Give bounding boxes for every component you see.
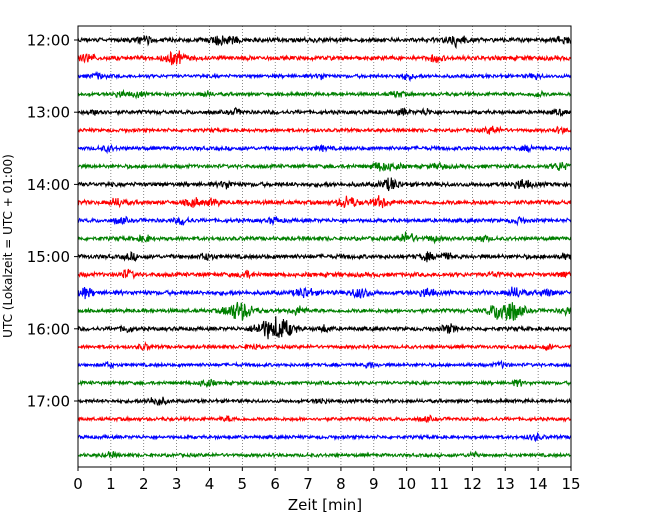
trace-14:45 — [77, 231, 572, 245]
trace-15:00 — [77, 251, 572, 263]
x-tick-label-10: 10 — [397, 475, 416, 493]
y-tick-label: 14:00 — [27, 176, 70, 194]
trace-13:45 — [77, 161, 572, 172]
x-tick-label-1: 1 — [106, 475, 116, 493]
x-tick-label-0: 0 — [73, 475, 83, 493]
x-tick-label-5: 5 — [238, 475, 248, 493]
x-tick-label-11: 11 — [430, 475, 449, 493]
x-tick-label-9: 9 — [369, 475, 379, 493]
trace-16:00 — [77, 316, 572, 340]
y-axis-label: UTC (Lokalzeit = UTC + 01:00) — [1, 154, 15, 338]
y-tick-label: 17:00 — [27, 393, 70, 411]
trace-16:45 — [77, 378, 572, 389]
trace-14:00 — [77, 177, 572, 192]
trace-17:15 — [77, 414, 572, 424]
trace-13:15 — [77, 125, 572, 136]
x-tick-label-3: 3 — [172, 475, 182, 493]
y-tick-label: 16:00 — [27, 320, 70, 338]
y-tick-label: 13:00 — [27, 104, 70, 122]
trace-12:00 — [77, 35, 572, 50]
trace-14:30 — [77, 215, 572, 227]
trace-15:30 — [77, 286, 572, 300]
trace-12:15 — [77, 50, 572, 66]
x-tick-label-6: 6 — [270, 475, 280, 493]
x-tick-label-8: 8 — [336, 475, 346, 493]
y-axis-ticks: 12:00 13:00 14:00 15:00 16:00 17:00 — [27, 32, 78, 411]
x-axis-ticks: 0 1 2 3 4 5 6 7 8 9 10 11 12 13 14 15 — [73, 467, 581, 493]
trace-15:45 — [77, 301, 572, 322]
trace-17:30 — [77, 432, 572, 443]
trace-12:30 — [77, 70, 572, 82]
y-tick-label: 15:00 — [27, 248, 70, 266]
x-tick-label-13: 13 — [496, 475, 515, 493]
x-tick-label-2: 2 — [139, 475, 149, 493]
x-tick-label-7: 7 — [303, 475, 313, 493]
y-tick-label: 12:00 — [27, 32, 70, 50]
trace-13:00 — [77, 106, 572, 118]
trace-14:15 — [77, 195, 572, 209]
x-tick-label-4: 4 — [205, 475, 215, 493]
x-tick-label-15: 15 — [561, 475, 580, 493]
seismic-traces — [77, 35, 572, 459]
plot-frame — [77, 25, 572, 468]
x-tick-label-12: 12 — [463, 475, 482, 493]
trace-16:30 — [77, 359, 572, 370]
x-tick-label-14: 14 — [529, 475, 548, 493]
trace-17:45 — [77, 450, 572, 459]
trace-15:15 — [77, 268, 572, 280]
trace-13:30 — [77, 143, 572, 155]
trace-16:15 — [77, 341, 572, 352]
x-axis-label: Zeit [min] — [288, 496, 362, 514]
trace-17:00 — [77, 396, 572, 406]
trace-12:45 — [77, 88, 572, 100]
